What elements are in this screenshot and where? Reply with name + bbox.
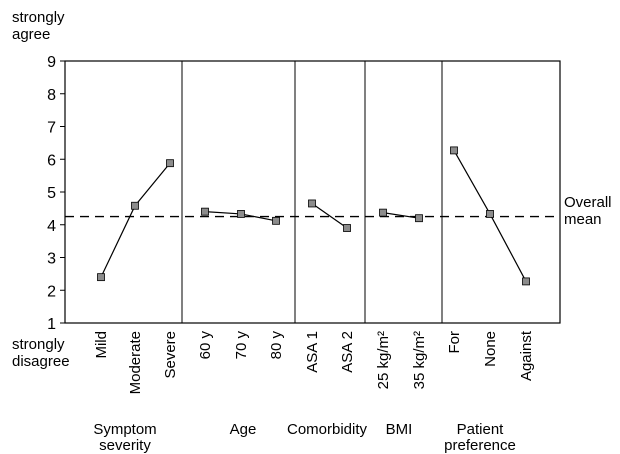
y-tick-label: 7 bbox=[47, 120, 56, 137]
data-point bbox=[201, 207, 209, 216]
plot-frame bbox=[64, 60, 561, 324]
data-point bbox=[415, 214, 423, 223]
data-point bbox=[522, 277, 530, 286]
y-tick-label: 6 bbox=[47, 152, 56, 169]
y-tick-label: 5 bbox=[47, 185, 56, 202]
y-tick-label: 2 bbox=[47, 283, 56, 300]
data-point bbox=[237, 210, 245, 218]
y-top-label: agree bbox=[12, 26, 50, 43]
group-label: Age bbox=[230, 421, 257, 438]
data-point bbox=[308, 199, 316, 208]
y-tick-label: 4 bbox=[47, 218, 56, 235]
y-tick-label: 1 bbox=[47, 316, 56, 333]
category-label: Moderate bbox=[127, 331, 144, 394]
group-label: Patient bbox=[457, 421, 505, 438]
data-point bbox=[379, 208, 387, 217]
data-point bbox=[343, 224, 351, 232]
group-label: BMI bbox=[386, 421, 413, 438]
series-line-group-1 bbox=[100, 162, 171, 278]
y-tick-label: 8 bbox=[47, 87, 56, 104]
category-label: 25 kg/m² bbox=[375, 331, 392, 389]
data-point bbox=[97, 273, 105, 282]
data-point bbox=[450, 146, 458, 155]
group-label: Comorbidity bbox=[287, 421, 368, 438]
category-label: Severe bbox=[162, 331, 179, 379]
data-point bbox=[486, 210, 494, 218]
y-bottom-label: strongly bbox=[12, 336, 65, 353]
group-label: preference bbox=[444, 437, 516, 454]
y-bottom-label: disagree bbox=[12, 353, 70, 370]
y-tick-label: 9 bbox=[47, 54, 56, 71]
series-line-group-3 bbox=[311, 202, 348, 229]
category-label: ASA 1 bbox=[304, 331, 321, 373]
category-label: Against bbox=[518, 330, 535, 381]
category-label: 70 y bbox=[233, 331, 250, 360]
overall-mean-label: mean bbox=[564, 211, 602, 228]
data-point bbox=[272, 216, 280, 225]
group-label: Symptom bbox=[93, 421, 156, 438]
y-top-label: strongly bbox=[12, 9, 65, 26]
category-label: ASA 2 bbox=[339, 331, 356, 373]
category-label: 35 kg/m² bbox=[411, 331, 428, 389]
y-tick-label: 3 bbox=[47, 251, 56, 268]
group-label: severity bbox=[99, 437, 151, 454]
category-label: 80 y bbox=[268, 331, 285, 360]
data-point bbox=[131, 201, 139, 210]
category-label: 60 y bbox=[197, 331, 214, 360]
data-point bbox=[166, 159, 174, 168]
category-label: None bbox=[482, 331, 499, 367]
category-label: For bbox=[446, 331, 463, 354]
series-line-group-4 bbox=[382, 212, 420, 219]
overall-mean-label: Overall bbox=[564, 194, 612, 211]
category-label: Mild bbox=[93, 331, 110, 359]
